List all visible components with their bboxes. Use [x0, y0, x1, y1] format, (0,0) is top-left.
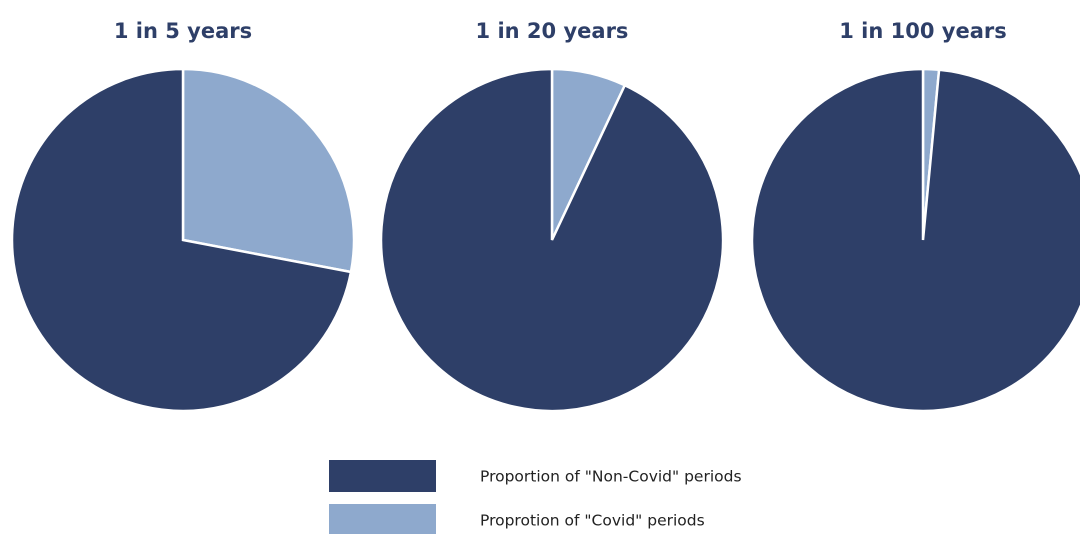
- pie-title: 1 in 20 years: [476, 19, 629, 43]
- legend-label: Proportion of "Non-Covid" periods: [480, 468, 742, 486]
- pie-chart: 1 in 100 years: [750, 19, 1080, 413]
- pie-chart: 1 in 5 years: [10, 19, 356, 413]
- pie-slice-non-covid: [10, 67, 353, 413]
- pie-chart: 1 in 20 years: [379, 19, 725, 413]
- legend-swatch-covid: [329, 504, 436, 534]
- pie-title: 1 in 5 years: [114, 19, 252, 43]
- legend-item: Proportion of "Non-Covid" periods: [329, 460, 742, 492]
- legend-item: Proprotion of "Covid" periods: [329, 504, 705, 534]
- legend: Proportion of "Non-Covid" periods Proprot…: [329, 460, 742, 534]
- pie-slice-covid: [181, 67, 356, 274]
- pie-slice-non-covid: [379, 67, 725, 413]
- pie-title: 1 in 100 years: [839, 19, 1007, 43]
- legend-label: Proprotion of "Covid" periods: [480, 512, 705, 530]
- pie-slice-non-covid: [750, 67, 1080, 413]
- legend-swatch-non-covid: [329, 460, 436, 492]
